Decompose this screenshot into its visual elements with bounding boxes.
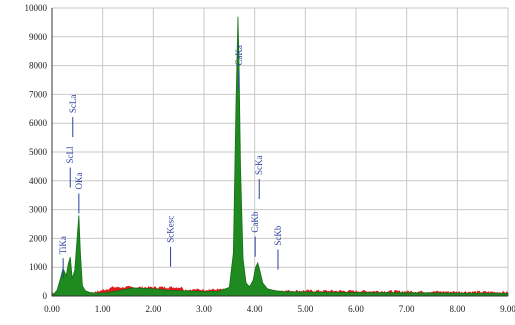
y-tick-label: 8000 <box>29 61 48 71</box>
spectrum-peaks <box>51 16 509 297</box>
y-tick-label: 0 <box>43 291 48 301</box>
x-tick-label: 4.00 <box>247 304 263 314</box>
y-tick-labels: 0 1000 2000 3000 4000 5000 6000 7000 8000 9000 100… <box>25 3 48 301</box>
peak-label: ScLl <box>65 146 75 163</box>
x-tick-label: 8.00 <box>449 304 465 314</box>
peak-label: CaKb <box>250 211 260 232</box>
peak-area <box>51 16 509 297</box>
x-tick-label: 2.00 <box>145 304 161 314</box>
axes <box>51 8 508 297</box>
grid-lines <box>51 7 509 297</box>
peak-label: ScKa <box>254 156 264 176</box>
x-tick-label: 9.00 <box>500 304 515 314</box>
x-tick-label: 5.00 <box>297 304 313 314</box>
x-tick-label: 3.00 <box>196 304 212 314</box>
y-tick-label: 2000 <box>29 233 48 243</box>
y-tick-label: 4000 <box>29 176 48 186</box>
x-tick-label: 1.00 <box>95 304 111 314</box>
peak-label: ScLa <box>68 95 78 114</box>
y-tick-label: 9000 <box>29 32 48 42</box>
peak-labels: TiKa ScLl ScLa OKa ScKesc CaKa CaKb ScKa ScKb <box>58 45 283 279</box>
x-tick-labels: 0.00 1.00 2.00 3.00 4.00 5.00 6.00 7.00 8.00 9.00 <box>44 304 515 314</box>
x-tick-label: 7.00 <box>399 304 415 314</box>
peak-label: ScKesc <box>166 216 176 243</box>
x-tick-label: 6.00 <box>348 304 364 314</box>
peak-label: TiKa <box>58 236 68 254</box>
y-tick-label: 6000 <box>29 118 48 128</box>
y-tick-label: 3000 <box>29 205 48 215</box>
x-tick-label: 0.00 <box>44 304 60 314</box>
peak-label: ScKb <box>273 225 283 245</box>
y-tick-label: 7000 <box>29 89 48 99</box>
peak-label: OKa <box>74 172 84 189</box>
peak-label: CaKa <box>234 45 244 66</box>
y-tick-label: 1000 <box>29 262 48 272</box>
y-tick-label: 10000 <box>25 3 48 13</box>
y-tick-label: 5000 <box>29 147 48 157</box>
